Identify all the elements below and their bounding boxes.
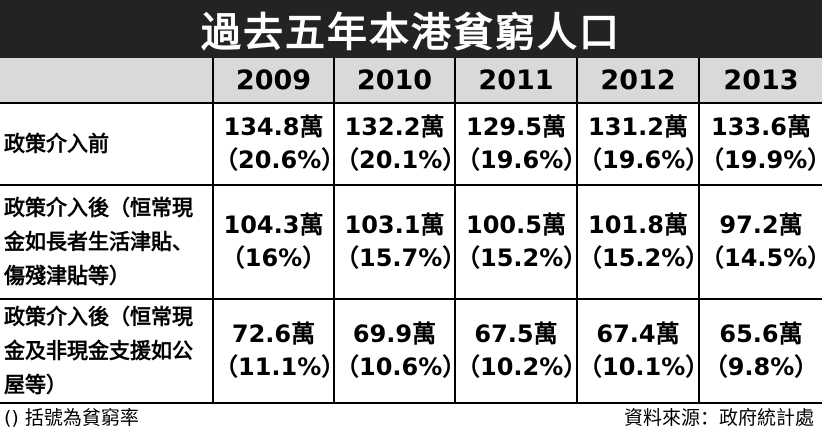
population-value: 103.1萬	[344, 211, 445, 239]
population-value: 67.4萬	[596, 320, 680, 348]
poverty-rate: （14.5%）	[700, 244, 822, 272]
data-cell: 97.2萬 （14.5%）	[698, 184, 822, 300]
data-cell: 131.2萬 （19.6%）	[576, 102, 710, 186]
poverty-rate: （20.6%）	[214, 146, 346, 174]
source-credit: 資料來源：政府統計處	[623, 407, 814, 429]
poverty-rate: （10.1%）	[578, 353, 710, 381]
poverty-rate: （11.1%）	[214, 353, 346, 381]
data-cell: 69.9萬 （10.6%）	[333, 298, 467, 404]
population-value: 131.2萬	[588, 113, 688, 141]
poverty-rate: （9.8%）	[703, 353, 819, 381]
population-value: 72.6萬	[231, 320, 316, 348]
year-header: 2010	[333, 58, 456, 104]
footnote: () 括號為貧窮率	[4, 407, 139, 429]
row-label: 政策介入後（恒常現金如長者生活津貼、傷殘津貼等）	[0, 184, 214, 300]
population-value: 134.8萬	[223, 113, 324, 141]
population-value: 100.5萬	[466, 211, 566, 239]
header-corner	[0, 58, 214, 104]
table-header-row: 2009 2010 2011 2012 2013	[0, 58, 822, 104]
poverty-rate: （16%）	[220, 244, 327, 272]
poverty-rate: （15.2%）	[578, 244, 710, 272]
year-header: 2013	[698, 58, 822, 104]
year-header: 2011	[454, 58, 578, 104]
table-row: 政策介入後（恒常現金如長者生活津貼、傷殘津貼等） 104.3萬 （16%） 103…	[0, 184, 822, 300]
data-cell: 133.6萬 （19.9%）	[698, 102, 822, 186]
table-row: 政策介入後（恒常現金及非現金支援如公屋等） 72.6萬 （11.1%） 69.9萬…	[0, 298, 822, 404]
population-value: 65.6萬	[719, 320, 803, 348]
data-cell: 134.8萬 （20.6%）	[212, 102, 346, 186]
poverty-table: 2009 2010 2011 2012 2013 政策介入前 134.8萬 （20…	[0, 58, 822, 404]
footer: () 括號為貧窮率 資料來源：政府統計處	[0, 405, 822, 431]
data-cell: 65.6萬 （9.8%）	[698, 298, 822, 404]
population-value: 69.9萬	[352, 320, 437, 348]
poverty-rate: （15.7%）	[335, 244, 467, 272]
population-value: 132.2萬	[344, 113, 445, 141]
poverty-rate: （19.6%）	[578, 146, 710, 174]
poverty-rate: （19.6%）	[456, 146, 588, 174]
poverty-rate: （20.1%）	[335, 146, 467, 174]
population-value: 67.5萬	[474, 320, 558, 348]
data-cell: 100.5萬 （15.2%）	[454, 184, 588, 300]
population-value: 129.5萬	[466, 113, 566, 141]
data-cell: 103.1萬 （15.7%）	[333, 184, 467, 300]
poverty-rate: （10.6%）	[335, 353, 467, 381]
row-label: 政策介入前	[0, 102, 214, 186]
poverty-rate: （19.9%）	[700, 146, 822, 174]
data-cell: 67.4萬 （10.1%）	[576, 298, 710, 404]
page-title: 過去五年本港貧窮人口	[201, 9, 621, 56]
row-label: 政策介入後（恒常現金及非現金支援如公屋等）	[0, 298, 214, 404]
data-cell: 101.8萬 （15.2%）	[576, 184, 710, 300]
year-header: 2009	[212, 58, 335, 104]
poverty-rate: （10.2%）	[456, 353, 588, 381]
poverty-rate: （15.2%）	[456, 244, 588, 272]
title-bar: 過去五年本港貧窮人口	[0, 0, 822, 58]
population-value: 104.3萬	[223, 211, 324, 239]
table-row: 政策介入前 134.8萬 （20.6%） 132.2萬 （20.1%） 129.5萬…	[0, 102, 822, 186]
data-cell: 72.6萬 （11.1%）	[212, 298, 346, 404]
year-header: 2012	[576, 58, 700, 104]
data-cell: 132.2萬 （20.1%）	[333, 102, 467, 186]
population-value: 101.8萬	[588, 211, 688, 239]
population-value: 97.2萬	[719, 211, 803, 239]
data-cell: 129.5萬 （19.6%）	[454, 102, 588, 186]
population-value: 133.6萬	[711, 113, 811, 141]
data-cell: 67.5萬 （10.2%）	[454, 298, 588, 404]
data-cell: 104.3萬 （16%）	[212, 184, 335, 300]
